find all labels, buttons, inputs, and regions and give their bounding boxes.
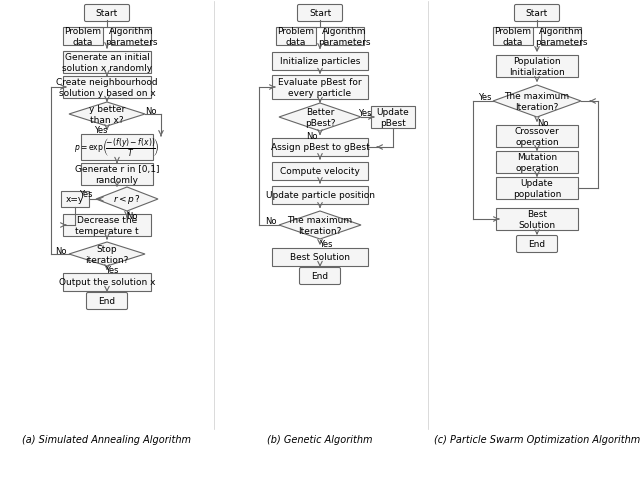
Text: No: No xyxy=(145,107,157,116)
Text: Stop
iteration?: Stop iteration? xyxy=(85,245,129,264)
Text: No: No xyxy=(307,132,317,141)
Text: y better
than x?: y better than x? xyxy=(89,105,125,124)
Polygon shape xyxy=(279,104,361,132)
Text: Algorithm
parameters: Algorithm parameters xyxy=(535,27,588,46)
FancyBboxPatch shape xyxy=(496,151,578,174)
FancyBboxPatch shape xyxy=(272,248,368,267)
Text: Generate an initial
solution x randomly: Generate an initial solution x randomly xyxy=(62,53,152,73)
FancyBboxPatch shape xyxy=(515,5,559,22)
Text: Evaluate pBest for
every particle: Evaluate pBest for every particle xyxy=(278,78,362,97)
Text: $r < p\,?$: $r < p\,?$ xyxy=(113,193,141,206)
Text: (a) Simulated Annealing Algorithm: (a) Simulated Annealing Algorithm xyxy=(22,434,191,444)
Text: No: No xyxy=(537,118,548,127)
Text: End: End xyxy=(312,272,328,281)
FancyBboxPatch shape xyxy=(300,268,340,285)
FancyBboxPatch shape xyxy=(324,28,364,46)
Text: Algorithm
parameters: Algorithm parameters xyxy=(105,27,157,46)
Polygon shape xyxy=(96,188,158,212)
FancyBboxPatch shape xyxy=(111,28,151,46)
FancyBboxPatch shape xyxy=(496,126,578,148)
FancyBboxPatch shape xyxy=(61,192,89,208)
Text: Generate r in [0,1]
randomly: Generate r in [0,1] randomly xyxy=(75,165,159,184)
Text: Yes: Yes xyxy=(105,266,119,275)
Text: Yes: Yes xyxy=(358,108,372,117)
FancyBboxPatch shape xyxy=(272,53,368,71)
Polygon shape xyxy=(69,242,145,267)
FancyBboxPatch shape xyxy=(63,77,151,99)
FancyBboxPatch shape xyxy=(63,52,151,74)
FancyBboxPatch shape xyxy=(272,187,368,205)
Text: Crossover
operation: Crossover operation xyxy=(515,127,559,146)
Text: End: End xyxy=(99,297,116,306)
Text: Update particle position: Update particle position xyxy=(266,191,374,200)
Text: Algorithm
parameters: Algorithm parameters xyxy=(317,27,371,46)
FancyBboxPatch shape xyxy=(272,76,368,100)
FancyBboxPatch shape xyxy=(496,178,578,199)
Text: Yes: Yes xyxy=(319,240,333,249)
FancyBboxPatch shape xyxy=(63,273,151,291)
Text: The maximum
Iteration?: The maximum Iteration? xyxy=(287,216,353,235)
Text: Start: Start xyxy=(96,10,118,18)
Text: Start: Start xyxy=(309,10,331,18)
Text: Start: Start xyxy=(526,10,548,18)
Text: Output the solution x: Output the solution x xyxy=(59,278,156,287)
Text: End: End xyxy=(529,240,545,249)
FancyBboxPatch shape xyxy=(86,293,127,310)
Text: Mutation
operation: Mutation operation xyxy=(515,153,559,172)
FancyBboxPatch shape xyxy=(516,236,557,253)
Text: Initialize particles: Initialize particles xyxy=(280,58,360,66)
Text: Compute velocity: Compute velocity xyxy=(280,167,360,176)
FancyBboxPatch shape xyxy=(272,163,368,181)
FancyBboxPatch shape xyxy=(541,28,581,46)
Text: Problem
data: Problem data xyxy=(495,27,531,46)
Polygon shape xyxy=(69,103,145,127)
Text: x=y: x=y xyxy=(66,195,84,204)
Text: Best
Solution: Best Solution xyxy=(518,210,556,229)
Text: Best Solution: Best Solution xyxy=(290,253,350,262)
FancyBboxPatch shape xyxy=(371,107,415,129)
FancyBboxPatch shape xyxy=(84,5,129,22)
Polygon shape xyxy=(279,212,361,240)
Text: The maximum
Iteration?: The maximum Iteration? xyxy=(504,92,570,111)
Text: No: No xyxy=(265,217,276,226)
FancyBboxPatch shape xyxy=(63,28,103,46)
Text: $p = \exp\!\left(\!\dfrac{-(f(y)-f(x))}{T}\!\right)$: $p = \exp\!\left(\!\dfrac{-(f(y)-f(x))}{… xyxy=(74,136,160,159)
FancyBboxPatch shape xyxy=(63,214,151,237)
Text: Problem
data: Problem data xyxy=(65,27,102,46)
Text: Yes: Yes xyxy=(79,190,93,199)
FancyBboxPatch shape xyxy=(272,139,368,157)
Text: Update
population: Update population xyxy=(513,179,561,198)
Text: Yes: Yes xyxy=(94,126,108,135)
FancyBboxPatch shape xyxy=(496,209,578,230)
Text: (b) Genetic Algorithm: (b) Genetic Algorithm xyxy=(268,434,372,444)
Text: No: No xyxy=(126,212,138,221)
FancyBboxPatch shape xyxy=(276,28,316,46)
FancyBboxPatch shape xyxy=(298,5,342,22)
Text: Population
Initialization: Population Initialization xyxy=(509,57,565,76)
Text: Assign pBest to gBest: Assign pBest to gBest xyxy=(271,143,369,152)
Polygon shape xyxy=(493,86,581,118)
Text: No: No xyxy=(55,247,67,256)
Text: (c) Particle Swarm Optimization Algorithm: (c) Particle Swarm Optimization Algorith… xyxy=(434,434,640,444)
Text: Yes: Yes xyxy=(478,93,492,102)
Text: Create neighbourhood
solution y based on x: Create neighbourhood solution y based on… xyxy=(56,78,158,97)
FancyBboxPatch shape xyxy=(493,28,533,46)
FancyBboxPatch shape xyxy=(496,56,578,78)
Text: Update
pBest: Update pBest xyxy=(376,108,410,127)
Text: Better
pBest?: Better pBest? xyxy=(305,108,335,127)
FancyBboxPatch shape xyxy=(81,135,153,161)
Text: Problem
data: Problem data xyxy=(278,27,314,46)
FancyBboxPatch shape xyxy=(81,164,153,186)
Text: Decrease the
temperature t: Decrease the temperature t xyxy=(75,216,139,235)
